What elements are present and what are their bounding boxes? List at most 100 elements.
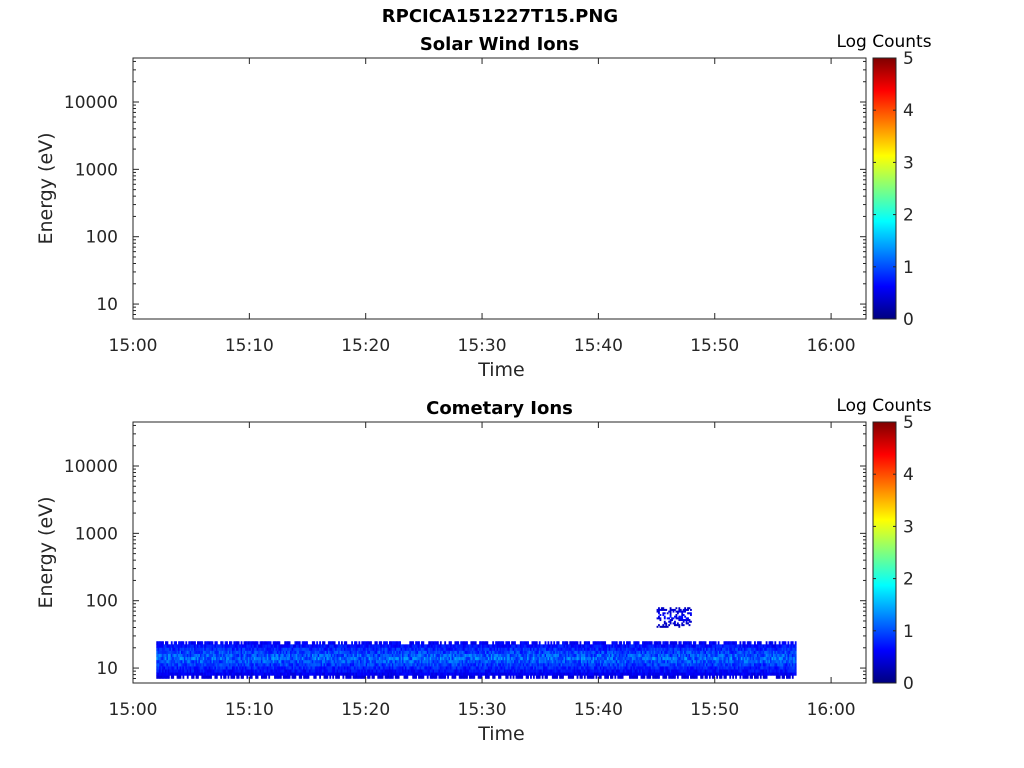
heatmap-cell [246, 672, 249, 676]
heatmap-cell [403, 672, 406, 676]
heatmap-cell [207, 659, 210, 664]
heatmap-cell [637, 669, 640, 673]
heatmap-cell [274, 647, 276, 651]
heatmap-cell [258, 650, 260, 654]
heatmap-cell [642, 644, 644, 648]
heatmap-cell [679, 659, 682, 664]
heatmap-cell [502, 647, 505, 651]
heatmap-cell [697, 656, 700, 661]
heatmap-cell [269, 641, 272, 645]
heatmap-cell [710, 656, 713, 661]
heatmap-cell [205, 656, 208, 661]
heatmap-cell [575, 659, 577, 664]
heatmap-cell [658, 650, 660, 654]
heatmap-cell [368, 656, 371, 661]
heatmap-cell [313, 644, 316, 648]
heatmap-cell [679, 644, 682, 648]
heatmap-cell [745, 666, 748, 670]
heatmap-cell [735, 672, 737, 676]
heatmap-cell [329, 653, 332, 658]
heatmap-cell [361, 662, 364, 667]
heatmap-cell [483, 659, 486, 664]
heatmap-cell [486, 641, 489, 645]
heatmap-cell [512, 659, 515, 664]
heatmap-cell [541, 672, 544, 676]
heatmap-cell [519, 656, 522, 661]
heatmap-cell [640, 647, 643, 651]
heatmap-cell [495, 653, 497, 658]
heatmap-cell [426, 659, 429, 664]
heatmap-cell [732, 669, 735, 673]
heatmap-cell [182, 650, 185, 654]
heatmap-cell [303, 672, 306, 676]
heatmap-cell [710, 669, 713, 673]
heatmap-cell [265, 662, 268, 667]
heatmap-cell [272, 644, 275, 648]
heatmap-cell [612, 656, 615, 661]
heatmap-cell [642, 659, 644, 664]
heatmap-cell [554, 656, 557, 661]
heatmap-cell [544, 644, 547, 648]
heatmap-cell [669, 641, 672, 645]
heatmap-cell [527, 662, 529, 667]
heatmap-cell [634, 656, 637, 661]
heatmap-cell [351, 672, 353, 676]
heatmap-cell [290, 650, 292, 654]
heatmap-cell [434, 672, 436, 676]
heatmap-cell [314, 647, 317, 651]
heatmap-cell [287, 675, 290, 679]
heatmap-cell [279, 662, 282, 667]
heatmap-cell [559, 659, 561, 664]
heatmap-cell [492, 669, 495, 673]
heatmap-cell [598, 662, 601, 667]
heatmap-cell [586, 647, 589, 651]
heatmap-cell [451, 666, 454, 670]
heatmap-cell [290, 659, 292, 664]
heatmap-cell [362, 659, 365, 664]
heatmap-cell [429, 641, 432, 645]
heatmap-cell [170, 659, 173, 664]
heatmap-cell [170, 653, 173, 658]
heatmap-cell [352, 650, 355, 654]
heatmap-cell [390, 666, 393, 670]
heatmap-cell [342, 672, 345, 676]
heatmap-cell [583, 675, 586, 679]
heatmap-cell [205, 644, 208, 648]
heatmap-cell [688, 666, 691, 670]
heatmap-cell [268, 656, 271, 661]
heatmap-cell [621, 662, 624, 667]
heatmap-cell [256, 666, 259, 670]
heatmap-cell [308, 666, 311, 670]
heatmap-cell [322, 662, 324, 667]
heatmap-cell [259, 659, 262, 664]
heatmap-cell [572, 653, 575, 658]
heatmap-cell [754, 653, 756, 658]
heatmap-cell [236, 659, 239, 664]
heatmap-cell [516, 672, 519, 676]
heatmap-cell [454, 647, 457, 651]
heatmap-cell [543, 662, 545, 667]
heatmap-cell [631, 653, 634, 658]
heatmap-cell [550, 662, 553, 667]
heatmap-cell [502, 650, 505, 654]
heatmap-cell [406, 659, 409, 664]
heatmap-cell [496, 659, 499, 664]
heatmap-cell [434, 656, 436, 661]
heatmap-cell [743, 662, 746, 667]
heatmap-cell [220, 650, 223, 654]
heatmap-cell [386, 653, 388, 658]
heatmap-cell [189, 662, 192, 667]
heatmap-cell [394, 653, 397, 658]
heatmap-cell [239, 662, 242, 667]
heatmap-cell [692, 647, 695, 651]
heatmap-cell [224, 666, 227, 670]
x-tick-label: 15:20 [341, 336, 390, 356]
heatmap-cell [239, 650, 242, 654]
heatmap-cell [595, 653, 598, 658]
heatmap-cell [582, 653, 585, 658]
heatmap-cell [759, 656, 762, 661]
heatmap-cell [242, 644, 244, 648]
heatmap-cell [713, 647, 716, 651]
heatmap-cell [582, 672, 585, 676]
heatmap-cell [221, 656, 224, 661]
